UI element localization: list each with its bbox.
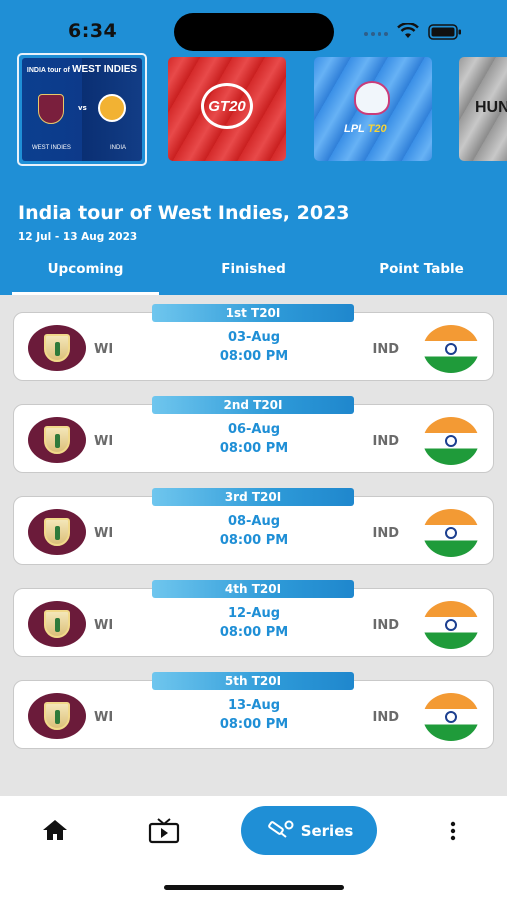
match-card[interactable]: WI 06-Aug 08:00 PM IND bbox=[13, 404, 494, 473]
banner-hun[interactable]: HUN bbox=[459, 57, 507, 161]
banner-title-small: INDIA tour of bbox=[26, 67, 70, 74]
match-date: 03-Aug bbox=[227, 330, 281, 345]
home-team: WI bbox=[94, 342, 114, 357]
away-team: IND bbox=[372, 710, 399, 725]
match-date: 08-Aug bbox=[227, 514, 281, 529]
match-card[interactable]: WI 13-Aug 08:00 PM IND bbox=[13, 680, 494, 749]
gt20-logo: GT20 bbox=[201, 83, 253, 129]
series-dates: 12 Jul - 13 Aug 2023 bbox=[18, 231, 138, 243]
match-label: 5th T20I bbox=[152, 672, 354, 690]
home-team: WI bbox=[94, 526, 114, 541]
series-title: India tour of West Indies, 2023 bbox=[18, 202, 350, 224]
banner-gt20[interactable]: GT20 bbox=[168, 57, 286, 161]
wifi-icon bbox=[397, 23, 419, 38]
india-flag-icon bbox=[423, 693, 479, 741]
home-team: WI bbox=[94, 434, 114, 449]
tab-upcoming[interactable]: Upcoming bbox=[47, 261, 124, 277]
match-time: 08:00 PM bbox=[219, 625, 289, 640]
match-card[interactable]: WI 08-Aug 08:00 PM IND bbox=[13, 496, 494, 565]
home-team: WI bbox=[94, 618, 114, 633]
match-card[interactable]: WI 03-Aug 08:00 PM IND bbox=[13, 312, 494, 381]
india-flag-icon bbox=[423, 325, 479, 373]
banner-title-big: WEST INDIES bbox=[72, 64, 138, 75]
cricket-bat-icon bbox=[267, 820, 294, 838]
lpl-lion-logo bbox=[354, 81, 390, 115]
west-indies-logo-icon bbox=[28, 509, 86, 555]
west-indies-logo-icon bbox=[28, 417, 86, 463]
home-icon[interactable] bbox=[41, 818, 69, 842]
signal-icon bbox=[364, 30, 388, 38]
match-card[interactable]: WI 12-Aug 08:00 PM IND bbox=[13, 588, 494, 657]
status-time: 6:34 bbox=[68, 20, 118, 42]
match-label: 1st T20I bbox=[152, 304, 354, 322]
status-bar: 6:34 bbox=[0, 0, 507, 52]
lpl-logo-text: LPL T20 bbox=[344, 123, 387, 135]
west-indies-logo-icon bbox=[28, 693, 86, 739]
match-time: 08:00 PM bbox=[219, 441, 289, 456]
more-vertical-icon[interactable] bbox=[446, 820, 460, 842]
match-date: 06-Aug bbox=[227, 422, 281, 437]
banner-india-tour-west-indies[interactable]: INDIA tour of WEST INDIES vs WEST INDIES… bbox=[17, 53, 147, 166]
away-team: IND bbox=[372, 434, 399, 449]
match-label: 4th T20I bbox=[152, 580, 354, 598]
banner-left-label: WEST INDIES bbox=[32, 145, 71, 151]
match-date: 13-Aug bbox=[227, 698, 281, 713]
match-time: 08:00 PM bbox=[219, 717, 289, 732]
match-label: 2nd T20I bbox=[152, 396, 354, 414]
away-team: IND bbox=[372, 342, 399, 357]
banner-image: INDIA tour of WEST INDIES vs WEST INDIES… bbox=[22, 58, 142, 161]
series-banner-carousel[interactable]: INDIA tour of WEST INDIES vs WEST INDIES… bbox=[0, 53, 507, 168]
home-team: WI bbox=[94, 710, 114, 725]
west-indies-logo-icon bbox=[28, 601, 86, 647]
west-indies-logo-icon bbox=[28, 325, 86, 371]
tab-point-table[interactable]: Point Table bbox=[379, 261, 464, 277]
series-nav-button[interactable]: Series bbox=[241, 806, 377, 855]
match-time: 08:00 PM bbox=[219, 349, 289, 364]
series-nav-label: Series bbox=[300, 821, 354, 840]
bottom-navigation: Series bbox=[0, 796, 507, 900]
battery-icon bbox=[428, 24, 461, 40]
india-flag-icon bbox=[423, 417, 479, 465]
banner-lpl[interactable]: LPL T20 bbox=[314, 57, 432, 161]
tab-finished[interactable]: Finished bbox=[221, 261, 286, 277]
away-team: IND bbox=[372, 618, 399, 633]
banner-vs: vs bbox=[78, 104, 87, 112]
match-time: 08:00 PM bbox=[219, 533, 289, 548]
away-team: IND bbox=[372, 526, 399, 541]
match-date: 12-Aug bbox=[227, 606, 281, 621]
india-flag-icon bbox=[423, 601, 479, 649]
dynamic-island bbox=[174, 13, 334, 51]
india-flag-icon bbox=[423, 509, 479, 557]
tv-icon[interactable] bbox=[148, 816, 180, 844]
match-label: 3rd T20I bbox=[152, 488, 354, 506]
wi-crest-icon bbox=[38, 94, 64, 124]
active-tab-indicator bbox=[12, 292, 159, 295]
hun-logo-text: HUN bbox=[475, 99, 507, 116]
banner-right-label: INDIA bbox=[109, 145, 126, 151]
header: 6:34 INDIA tour of WEST INDIES vs WES bbox=[0, 0, 507, 295]
home-indicator bbox=[164, 885, 344, 890]
tab-bar: Upcoming Finished Point Table bbox=[0, 255, 507, 295]
bcci-crest-icon bbox=[98, 94, 126, 122]
